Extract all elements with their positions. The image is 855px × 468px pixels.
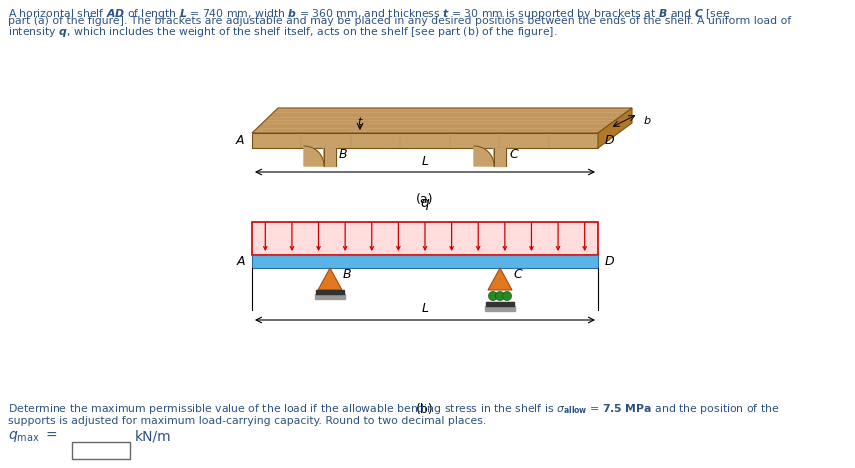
Bar — [252, 222, 598, 255]
Text: A horizontal shelf $\boldsymbol{AD}$ of length $\boldsymbol{L}$ = 740 mm, width : A horizontal shelf $\boldsymbol{AD}$ of … — [8, 7, 730, 21]
Polygon shape — [486, 302, 514, 306]
Text: C: C — [513, 268, 522, 280]
Polygon shape — [252, 133, 598, 148]
Text: (b): (b) — [416, 403, 433, 417]
Text: C: C — [509, 147, 518, 161]
Polygon shape — [485, 306, 515, 311]
Text: part (a) of the figure]. The brackets are adjustable and may be placed in any de: part (a) of the figure]. The brackets ar… — [8, 16, 791, 26]
Polygon shape — [474, 146, 494, 166]
Bar — [252, 255, 598, 268]
Polygon shape — [488, 268, 512, 290]
Polygon shape — [494, 148, 506, 166]
Polygon shape — [252, 108, 632, 133]
Text: kN/m: kN/m — [135, 430, 172, 444]
Text: $q$: $q$ — [420, 197, 430, 212]
Circle shape — [503, 292, 511, 300]
Text: D: D — [605, 255, 615, 268]
Text: $L$: $L$ — [421, 155, 429, 168]
Text: intensity $\boldsymbol{q}$, which includes the weight of the shelf itself, acts : intensity $\boldsymbol{q}$, which includ… — [8, 25, 557, 39]
Polygon shape — [324, 148, 336, 166]
Text: A: A — [237, 255, 245, 268]
Polygon shape — [315, 294, 345, 299]
Text: B: B — [339, 147, 348, 161]
Polygon shape — [304, 146, 324, 166]
Polygon shape — [316, 290, 344, 294]
Circle shape — [488, 292, 498, 300]
Circle shape — [496, 292, 504, 300]
Text: $t$: $t$ — [357, 115, 363, 127]
Text: (a): (a) — [416, 193, 433, 206]
Text: B: B — [343, 268, 351, 280]
Polygon shape — [318, 268, 342, 290]
Text: $L$: $L$ — [421, 302, 429, 315]
Text: $b$: $b$ — [643, 114, 652, 126]
Text: D: D — [605, 133, 615, 146]
FancyBboxPatch shape — [72, 442, 130, 459]
Polygon shape — [598, 108, 632, 148]
Text: Determine the maximum permissible value of the load if the allowable bending str: Determine the maximum permissible value … — [8, 402, 780, 416]
Text: A: A — [235, 133, 244, 146]
Text: supports is adjusted for maximum load-carrying capacity. Round to two decimal pl: supports is adjusted for maximum load-ca… — [8, 416, 486, 426]
Text: $q_{\mathrm{max}}$ $=$: $q_{\mathrm{max}}$ $=$ — [8, 429, 57, 444]
